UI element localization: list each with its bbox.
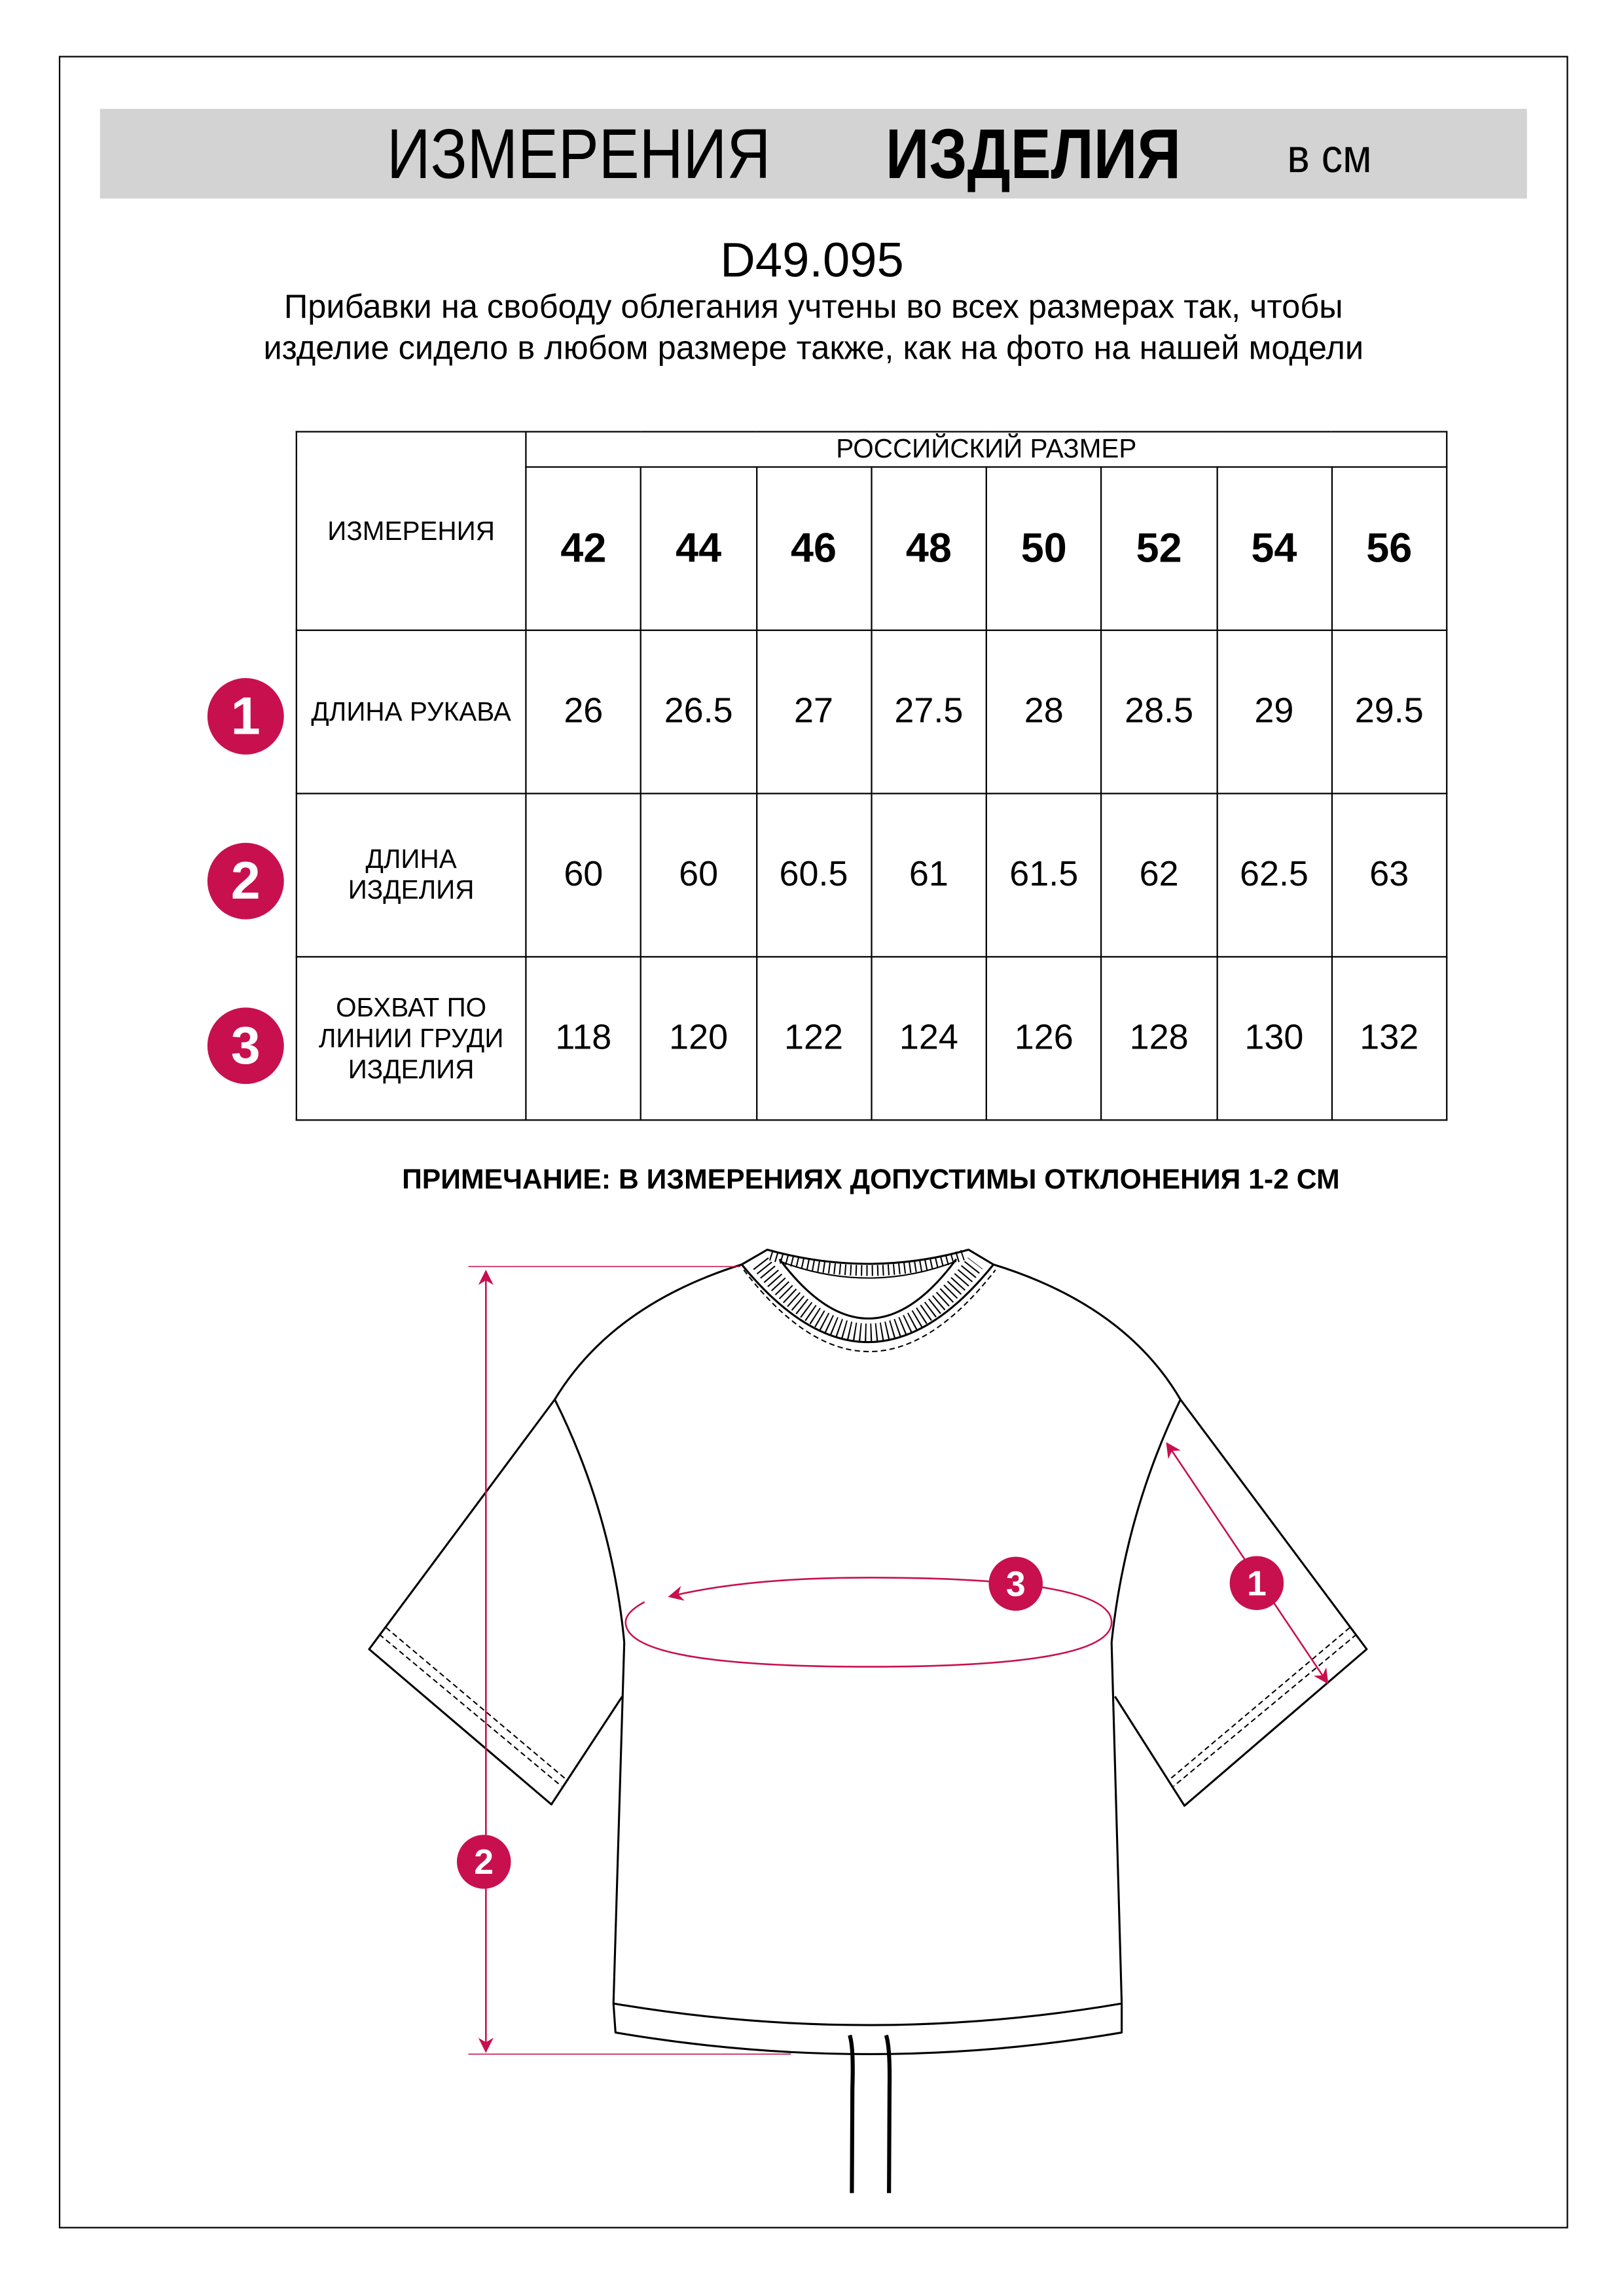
- table-cell: 61.5: [985, 793, 1102, 958]
- size-header-46: 46: [755, 466, 873, 632]
- title-part2: ИЗДЕЛИЯ: [885, 116, 1182, 194]
- group-header: РОССИЙСКИЙ РАЗМЕР: [525, 431, 1448, 468]
- measure-lines: [467, 1266, 1328, 2055]
- marker-3: 3: [207, 1007, 284, 1085]
- size-header-56: 56: [1331, 466, 1448, 632]
- table-cell: 130: [1216, 956, 1333, 1121]
- table-cell: 61: [870, 793, 987, 958]
- table-cell: 132: [1331, 956, 1448, 1121]
- diagram-markers: 1 2 3: [456, 1556, 1283, 1890]
- description: Прибавки на свободу облегания учтены во …: [263, 288, 1364, 367]
- title-part1: ИЗМЕРЕНИЯ: [387, 116, 771, 194]
- shirt-outline: [367, 1249, 1367, 2056]
- table-row: ОБХВАТ ПО ЛИНИИ ГРУДИ ИЗДЕЛИЯ 118 120 122 124 1…: [295, 956, 1448, 1121]
- size-header-42: 42: [525, 466, 642, 632]
- table-row: ДЛИНА ИЗДЕЛИЯ 60 60 60.5 61 61.5 62 62.5 63: [295, 793, 1448, 958]
- marker-2: 2: [207, 842, 284, 920]
- table-cell: 62.5: [1216, 793, 1333, 958]
- tshirt-diagram: 1 2 3: [367, 1249, 1367, 2193]
- size-header-54: 54: [1216, 466, 1333, 632]
- table-cell: 126: [985, 956, 1102, 1121]
- page-frame: [58, 56, 1568, 2229]
- row-label-line: ОБХВАТ ПО: [336, 992, 487, 1022]
- table-cell: 27.5: [870, 629, 987, 795]
- table-cell: 62: [1100, 793, 1218, 958]
- table-cell: 60.5: [755, 793, 873, 958]
- diagram-marker-2: 2: [473, 1843, 493, 1882]
- row-label: ДЛИНА ИЗДЕЛИЯ: [295, 793, 527, 958]
- table-cell: 124: [870, 956, 987, 1121]
- row-label-line: ИЗДЕЛИЯ: [348, 875, 475, 905]
- drawcords: [847, 2035, 892, 2193]
- marker-1: 1: [207, 678, 284, 755]
- table-cell: 128: [1100, 956, 1218, 1121]
- size-row: 42 44 46 48 50 52 54 56: [297, 466, 1448, 632]
- diagram-marker-1: 1: [1246, 1564, 1266, 1604]
- row-label-line: ИЗДЕЛИЯ: [348, 1054, 475, 1084]
- chest-arrow: [624, 1577, 1112, 1668]
- table-cell: 120: [640, 956, 757, 1121]
- size-header-48: 48: [870, 466, 987, 632]
- row-label-line: ЛИНИИ ГРУДИ: [318, 1022, 504, 1052]
- table-cell: 29.5: [1331, 629, 1448, 795]
- size-header-52: 52: [1100, 466, 1218, 632]
- table-cell: 60: [525, 793, 642, 958]
- table-cell: 28.5: [1100, 629, 1218, 795]
- table-row: ДЛИНА РУКАВА 26 26.5 27 27.5 28 28.5 29 29.5: [295, 629, 1448, 795]
- table-cell: 26: [525, 629, 642, 795]
- unit-label: в см: [1287, 129, 1372, 183]
- table-cell: 26.5: [640, 629, 757, 795]
- row-label-line: ДЛИНА: [365, 844, 457, 874]
- stitching: [378, 1270, 1357, 1787]
- title-bar: [99, 109, 1527, 199]
- table-cell: 122: [755, 956, 873, 1121]
- table-cell: 29: [1216, 629, 1333, 795]
- table-cell: 28: [985, 629, 1102, 795]
- corner-label: ИЗМЕРЕНИЯ: [295, 431, 527, 632]
- size-header-44: 44: [640, 466, 757, 632]
- table-cell: 63: [1331, 793, 1448, 958]
- row-label: ОБХВАТ ПО ЛИНИИ ГРУДИ ИЗДЕЛИЯ: [295, 956, 527, 1121]
- size-header-50: 50: [985, 466, 1102, 632]
- rib-hatching: [752, 1250, 983, 1343]
- table-cell: 27: [755, 629, 873, 795]
- table-cell: 118: [525, 956, 642, 1121]
- diagram-marker-3: 3: [1005, 1565, 1025, 1604]
- note: ПРИМЕЧАНИЕ: В ИЗМЕРЕНИЯХ ДОПУСТИМЫ ОТКЛО…: [402, 1164, 1340, 1196]
- row-label: ДЛИНА РУКАВА: [295, 629, 527, 795]
- size-table: ИЗМЕРЕНИЯ РОССИЙСКИЙ РАЗМЕР 42 44 46 48 50 52…: [295, 431, 1448, 1121]
- table-cell: 60: [640, 793, 757, 958]
- product-code: D49.095: [720, 232, 904, 287]
